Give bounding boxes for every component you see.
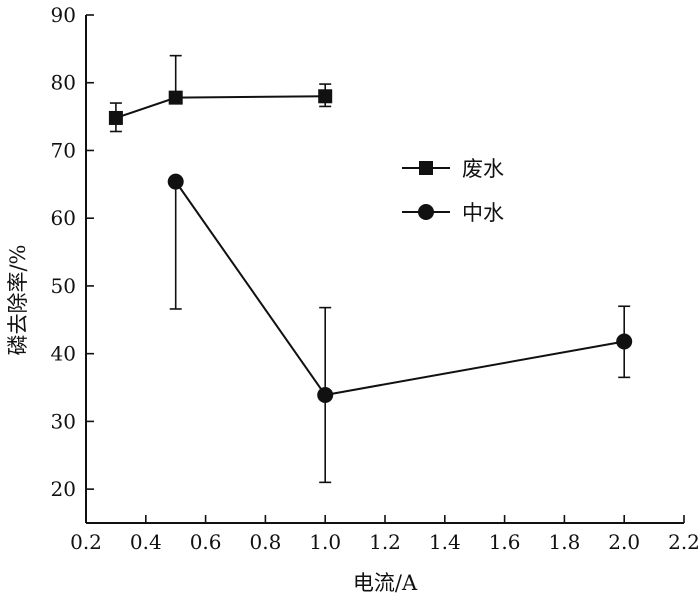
series-1 (108, 54, 333, 133)
x-tick-label: 1.0 (309, 530, 341, 554)
y-tick-label: 50 (51, 274, 76, 298)
data-point-circle (616, 333, 633, 350)
data-point-circle (167, 173, 184, 190)
x-tick-label: 1.6 (489, 530, 521, 554)
x-tick-label: 0.2 (70, 530, 102, 554)
series-line (174, 181, 625, 397)
y-ticks: 20 30 40 50 60 70 80 90 (51, 3, 94, 501)
series-2 (167, 173, 633, 484)
legend-label: 中水 (462, 201, 504, 225)
data-point-square (318, 89, 333, 104)
data-point-circle (317, 386, 334, 403)
data-point-circle (418, 204, 434, 220)
x-tick-label: 0.4 (130, 530, 162, 554)
y-tick-label: 60 (51, 206, 76, 230)
x-tick-label: 2.0 (608, 530, 640, 554)
data-point-square (168, 90, 183, 105)
x-tick-label: 1.4 (429, 530, 461, 554)
x-axis-title: 电流/A (353, 571, 418, 595)
y-tick-label: 40 (51, 342, 76, 366)
x-tick-label: 0.6 (190, 530, 222, 554)
plot-area (108, 54, 633, 484)
x-tick-label: 1.8 (548, 530, 580, 554)
x-ticks: 0.2 0.4 0.6 0.8 1.0 1.2 1.4 1.6 1.8 2.0 2.2 (70, 515, 700, 554)
data-point-square (108, 110, 123, 125)
x-tick-label: 1.2 (369, 530, 401, 554)
x-tick-label: 2.2 (668, 530, 700, 554)
x-tick-label: 0.8 (249, 530, 281, 554)
y-tick-label: 80 (51, 71, 76, 95)
y-tick-label: 30 (51, 409, 76, 433)
series-line (115, 95, 326, 119)
data-point-square (419, 161, 433, 175)
y-axis-title: 磷去除率/% (6, 244, 30, 355)
legend-label: 废水 (462, 157, 504, 181)
y-tick-label: 70 (51, 138, 76, 162)
y-tick-label: 90 (51, 3, 76, 27)
y-tick-label: 20 (51, 477, 76, 501)
